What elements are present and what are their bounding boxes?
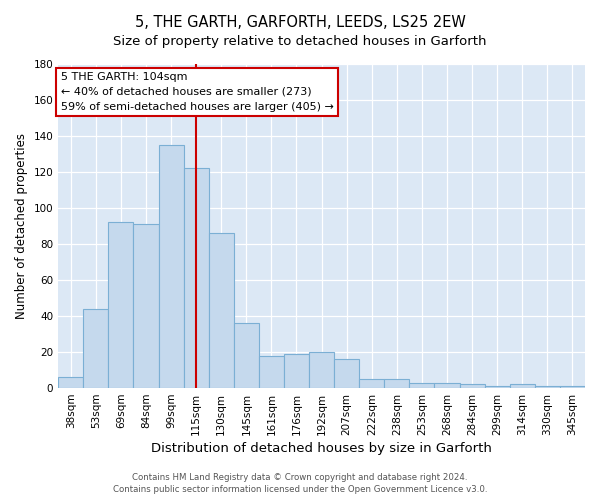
Bar bbox=[409, 382, 434, 388]
Bar bbox=[158, 145, 184, 388]
Bar bbox=[309, 352, 334, 388]
Bar bbox=[485, 386, 510, 388]
Bar bbox=[284, 354, 309, 388]
Bar bbox=[460, 384, 485, 388]
Bar bbox=[133, 224, 158, 388]
Text: Contains HM Land Registry data © Crown copyright and database right 2024.
Contai: Contains HM Land Registry data © Crown c… bbox=[113, 472, 487, 494]
Bar bbox=[58, 378, 83, 388]
Bar bbox=[234, 324, 259, 388]
Bar bbox=[83, 309, 109, 388]
Bar bbox=[385, 379, 409, 388]
Bar bbox=[209, 233, 234, 388]
Bar bbox=[259, 356, 284, 388]
Bar bbox=[434, 382, 460, 388]
Bar bbox=[334, 360, 359, 388]
Bar bbox=[109, 222, 133, 388]
Bar bbox=[510, 384, 535, 388]
Text: 5 THE GARTH: 104sqm
← 40% of detached houses are smaller (273)
59% of semi-detac: 5 THE GARTH: 104sqm ← 40% of detached ho… bbox=[61, 72, 334, 112]
Bar bbox=[535, 386, 560, 388]
Y-axis label: Number of detached properties: Number of detached properties bbox=[15, 133, 28, 319]
Bar bbox=[184, 168, 209, 388]
Bar bbox=[560, 386, 585, 388]
Bar bbox=[359, 379, 385, 388]
Text: Size of property relative to detached houses in Garforth: Size of property relative to detached ho… bbox=[113, 35, 487, 48]
X-axis label: Distribution of detached houses by size in Garforth: Distribution of detached houses by size … bbox=[151, 442, 492, 455]
Text: 5, THE GARTH, GARFORTH, LEEDS, LS25 2EW: 5, THE GARTH, GARFORTH, LEEDS, LS25 2EW bbox=[134, 15, 466, 30]
